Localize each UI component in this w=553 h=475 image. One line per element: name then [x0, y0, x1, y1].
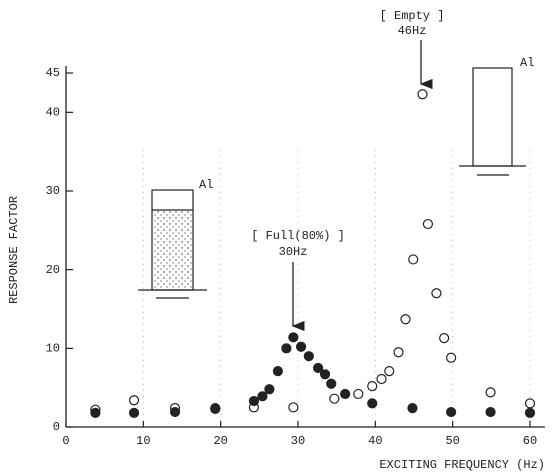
y-tick-label: 20: [46, 263, 60, 277]
x-tick-label: 30: [291, 434, 305, 448]
point: [257, 391, 268, 402]
x-tick-label: 40: [368, 434, 382, 448]
point: [272, 366, 283, 377]
point: [248, 395, 260, 407]
point: [353, 388, 364, 400]
point: [128, 407, 140, 418]
point: [439, 333, 450, 344]
point: [313, 362, 324, 374]
x-tick-label: 0: [62, 434, 69, 448]
y-axis-label: RESPONSE FACTOR: [7, 196, 21, 304]
annotation: Al: [520, 56, 534, 70]
point: [446, 352, 457, 363]
point: [400, 314, 411, 325]
point: [326, 378, 337, 389]
container-empty: [459, 67, 526, 176]
y-tick-label: 10: [46, 342, 60, 356]
point: [340, 388, 351, 400]
y-tick-label: 0: [53, 420, 60, 434]
point: [329, 393, 340, 404]
annotation: [ Empty ]: [380, 9, 445, 23]
point: [376, 373, 387, 385]
point: [417, 89, 428, 100]
point: [319, 369, 331, 380]
annotation: [ Full(80%) ]: [251, 229, 345, 243]
container-full: [138, 189, 207, 299]
x-axis-label: EXCITING FREQUENCY (Hz): [379, 458, 545, 472]
point: [393, 347, 404, 358]
point: [408, 254, 419, 265]
point: [407, 403, 418, 414]
axes: [65, 66, 545, 428]
point: [90, 407, 101, 418]
y-tick-label: 30: [46, 184, 60, 198]
point: [485, 406, 496, 418]
point: [524, 398, 536, 409]
point: [446, 406, 457, 418]
x-tick-label: 20: [213, 434, 227, 448]
x-tick-label: 60: [523, 434, 537, 448]
point: [169, 406, 181, 418]
x-tick-label: 50: [445, 434, 459, 448]
x-tick-label: 10: [136, 434, 150, 448]
point: [281, 343, 292, 354]
point: [264, 384, 275, 395]
point: [210, 403, 221, 415]
annotation: Al: [199, 178, 213, 192]
point: [288, 332, 299, 343]
point: [422, 218, 434, 230]
point: [288, 402, 299, 413]
point: [431, 288, 442, 299]
y-tick-label: 45: [46, 66, 60, 80]
point: [367, 398, 378, 409]
annotation: 46Hz: [398, 24, 427, 38]
annotation: 30Hz: [279, 245, 308, 259]
point: [485, 387, 496, 398]
point: [295, 341, 307, 352]
point: [367, 380, 378, 392]
point: [128, 395, 140, 406]
point: [303, 351, 314, 362]
point: [524, 407, 536, 418]
y-tick-label: 40: [46, 106, 60, 120]
point: [384, 366, 395, 377]
